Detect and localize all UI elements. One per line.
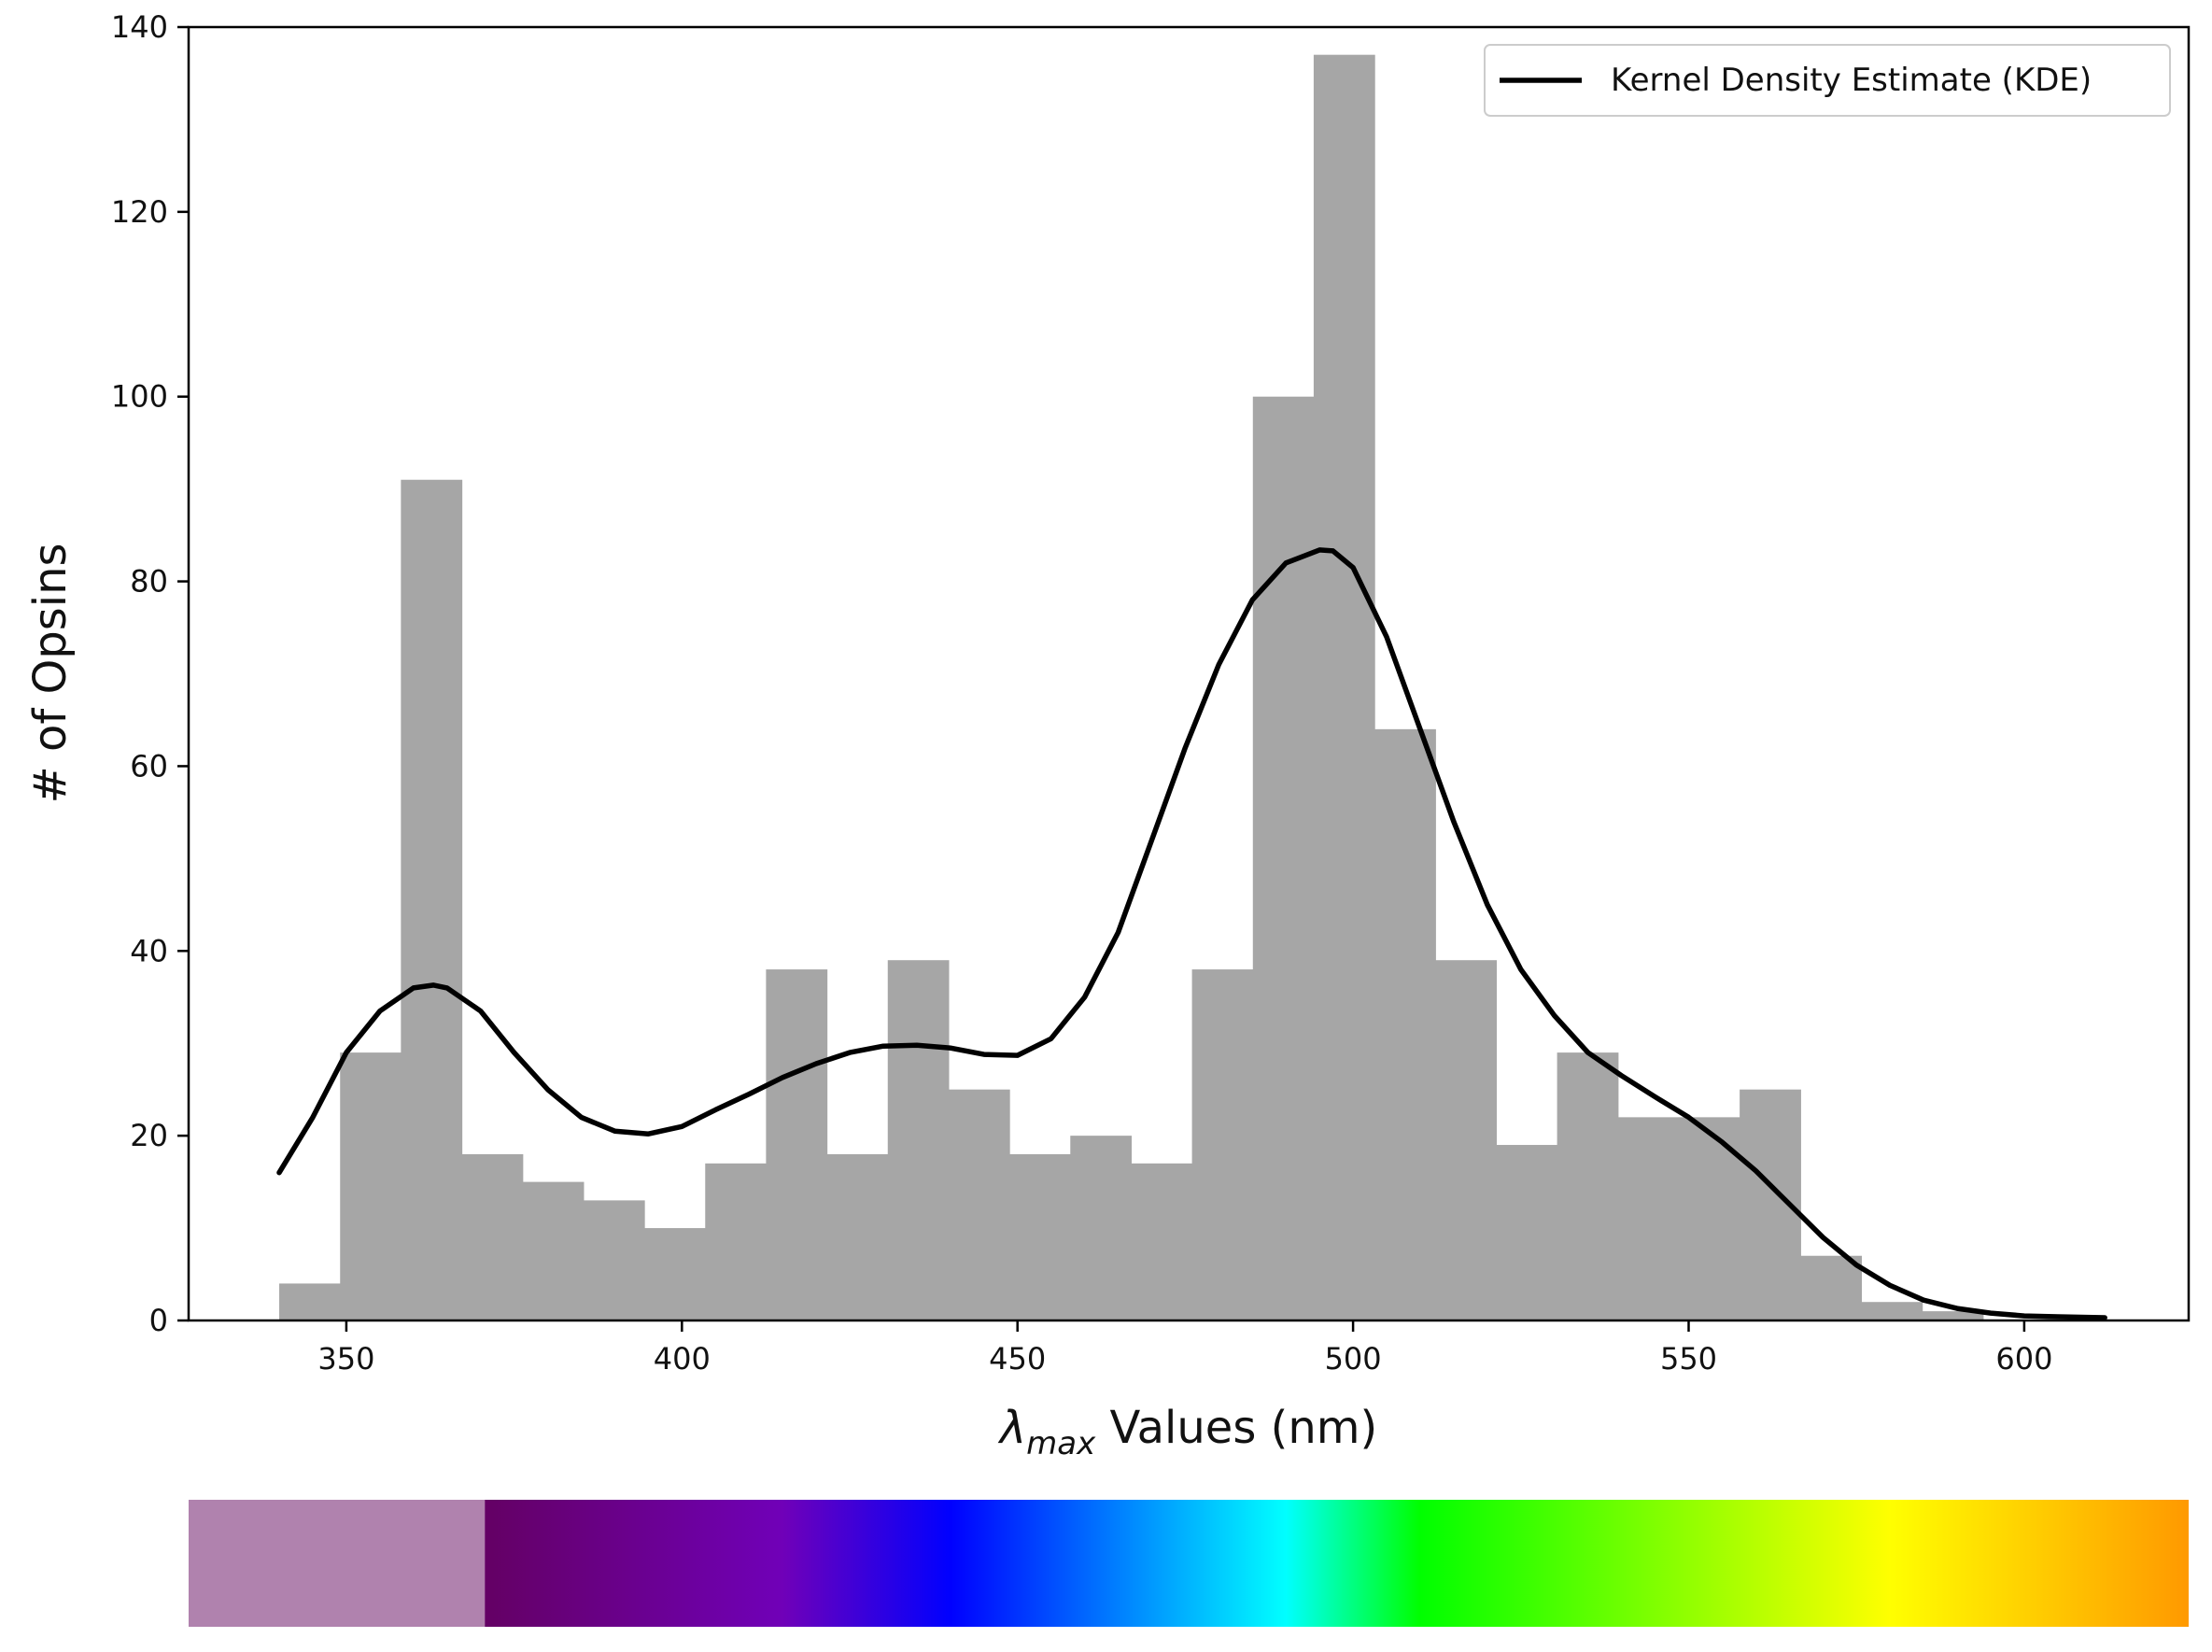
histogram-bar [522,1181,585,1320]
y-axis-label: # of Opsins [24,543,77,803]
y-tick-label: 20 [130,1118,168,1153]
histogram-bar [340,1052,402,1320]
x-axis-ticks: 350 400 450 500 550 600 [317,1320,2052,1377]
histogram-bar [705,1163,767,1320]
histogram-bar [1557,1052,1619,1320]
y-tick-label: 40 [130,933,168,968]
y-axis-ticks: 0 20 40 60 80 100 120 140 [111,9,189,1338]
y-tick-label: 140 [111,9,168,45]
legend-label: Kernel Density Estimate (KDE) [1611,62,2092,99]
histogram-bar [279,1283,341,1320]
x-axis-label-text: Values (nm) [1095,1402,1377,1454]
x-tick-label: 450 [989,1341,1046,1377]
histogram-bar [583,1200,645,1320]
histogram-bar [1009,1153,1071,1320]
histogram-bar [1496,1145,1558,1320]
histogram-bar [887,960,950,1320]
y-tick-label: 120 [111,194,168,230]
histogram-bar [1131,1163,1193,1320]
histogram-bar [1070,1136,1132,1320]
histogram-bar [1861,1302,1923,1320]
x-axis-label: λmax Values (nm) [997,1402,1377,1462]
y-tick-label: 80 [130,564,168,600]
y-tick-label: 100 [111,379,168,415]
histogram-bar [1191,969,1254,1320]
x-tick-label: 600 [1995,1341,2052,1377]
histogram-bar [1435,960,1498,1320]
histogram-bar [826,1153,889,1320]
histogram-bar [401,479,463,1320]
legend: Kernel Density Estimate (KDE) [1484,44,2171,117]
histogram-bar [461,1153,524,1320]
histogram-bar [766,969,828,1320]
x-tick-label: 400 [654,1341,711,1377]
histogram-bars [279,54,1984,1320]
plot-frame [187,25,2191,1322]
x-tick-label: 550 [1660,1341,1717,1377]
histogram-bar [1313,54,1375,1320]
histogram-bar [1252,396,1315,1320]
y-tick-label: 60 [130,748,168,784]
kde-curve [276,547,2107,1320]
histogram-bar [948,1089,1010,1320]
x-tick-label: 500 [1325,1341,1382,1377]
histogram-bar [1374,728,1436,1320]
legend-box [1484,44,2171,117]
x-tick-label: 350 [317,1341,374,1377]
y-tick-label: 0 [149,1303,168,1338]
histogram-bar [1617,1117,1680,1320]
x-axis-label-subscript: max [1026,1425,1096,1462]
wavelength-colorbar [189,1500,2189,1627]
histogram-bar [644,1228,706,1320]
histogram-bar [1800,1255,1863,1320]
x-axis-label-symbol: λ [997,1402,1026,1454]
histogram-bar [1922,1311,1984,1320]
